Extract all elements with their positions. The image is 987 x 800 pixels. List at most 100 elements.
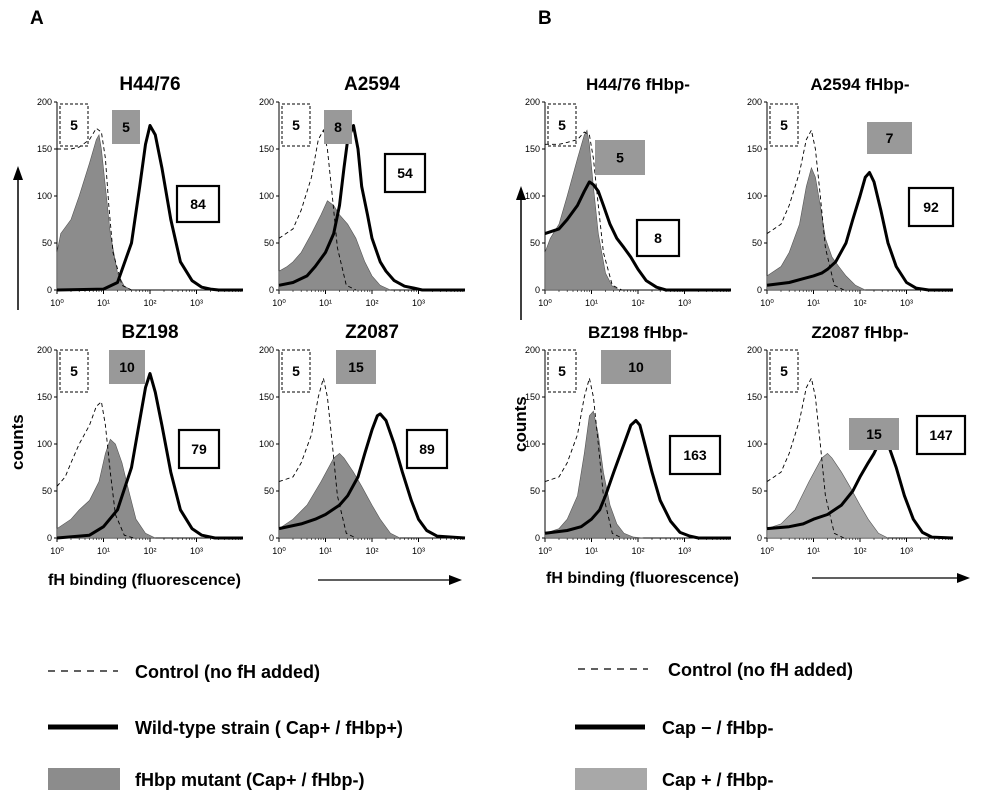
chart-h44-76-fhbp: H44/76 fHbp- 200 150 100 50 0 10⁰ 10¹ 10² 10³ 5 5 8 [525, 75, 731, 308]
mutant-histogram-area [56, 134, 132, 291]
strain-value-box: 89 [405, 428, 449, 470]
mutant-value-label: 15 [348, 359, 364, 375]
chart-title: BZ198 [121, 322, 178, 343]
mutant-histogram-area [766, 452, 889, 539]
control-value-box: 5 [547, 349, 577, 393]
x-tick-label: 10⁰ [538, 298, 552, 308]
x-axis-label-b: fH binding (fluorescence) [546, 570, 739, 587]
strain-value-box: 147 [915, 414, 967, 456]
strain-histogram-line [278, 124, 465, 292]
legend-a-mutant-label: fHbp mutant (Cap+ / fHbp-) [135, 770, 364, 790]
y-tick-label: 50 [752, 238, 762, 248]
strain-value-box: 163 [668, 434, 722, 476]
strain-histogram-line [766, 171, 953, 292]
mutant-histogram-area [56, 438, 156, 539]
strain-histogram-line [766, 433, 954, 540]
mutant-value-box: 10 [601, 350, 671, 384]
mutant-value-label: 7 [886, 130, 894, 146]
legend-a: Control (no fH added) Wild-type strain (… [48, 662, 403, 790]
strain-value-label: 54 [397, 165, 413, 181]
mutant-histogram-area [278, 200, 391, 291]
y-axis-arrow-a [13, 166, 23, 310]
strain-histogram-line [56, 124, 243, 292]
control-value-label: 5 [780, 117, 788, 133]
strain-histogram-line [544, 180, 731, 292]
x-tick-label: 10² [365, 298, 378, 308]
y-tick-label: 200 [747, 345, 762, 355]
x-tick-label: 10¹ [97, 298, 110, 308]
chart-title: BZ198 fHbp- [588, 323, 688, 342]
control-value-box: 5 [281, 103, 311, 147]
legend-b-filled-swatch [575, 768, 647, 790]
x-tick-label: 10² [853, 298, 866, 308]
mutant-value-label: 5 [122, 119, 130, 135]
y-tick-label: 150 [747, 392, 762, 402]
control-histogram-line [278, 128, 357, 291]
y-tick-label: 150 [37, 144, 52, 154]
mutant-value-box: 10 [109, 350, 145, 384]
chart-z2087: Z2087 200 150 100 50 0 10⁰ 10¹ 10² 10³ 5 15 89 [259, 322, 466, 556]
x-axis-arrow-b [812, 573, 970, 583]
legend-b: Control (no fH added) Cap − / fHbp- Cap … [575, 660, 853, 790]
y-tick-label: 0 [757, 285, 762, 295]
legend-a-wildtype-label: Wild-type strain ( Cap+ / fHbp+) [135, 718, 403, 738]
legend-a-control-label: Control (no fH added) [135, 662, 320, 682]
chart-title: Z2087 fHbp- [811, 323, 908, 342]
y-tick-label: 200 [747, 97, 762, 107]
chart-z2087-fhbp: Z2087 fHbp- 200 150 100 50 0 10⁰ 10¹ 10² 10³ 5 15 14… [747, 323, 967, 556]
x-tick-label: 10¹ [319, 298, 332, 308]
chart-title: H44/76 fHbp- [586, 75, 690, 94]
mutant-value-label: 10 [628, 359, 644, 375]
y-axis-label-b: counts [511, 396, 530, 452]
y-tick-label: 150 [37, 392, 52, 402]
legend-a-filled-swatch [48, 768, 120, 790]
y-tick-label: 0 [535, 285, 540, 295]
control-value-label: 5 [70, 117, 78, 133]
mutant-value-box: 15 [336, 350, 376, 384]
control-value-label: 5 [292, 363, 300, 379]
mutant-value-label: 8 [334, 119, 342, 135]
legend-b-cap-minus-label: Cap − / fHbp- [662, 718, 774, 738]
y-tick-label: 200 [259, 345, 274, 355]
y-tick-label: 100 [37, 439, 52, 449]
y-tick-label: 200 [37, 345, 52, 355]
y-tick-label: 100 [525, 439, 540, 449]
mutant-value-box: 15 [849, 418, 899, 450]
chart-bz198-fhbp: BZ198 fHbp- 200 150 100 50 0 10⁰ 10¹ 10² 10³ 5 10 16… [525, 323, 731, 556]
mutant-value-label: 10 [119, 359, 135, 375]
x-tick-label: 10⁰ [760, 546, 774, 556]
strain-value-box: 54 [383, 152, 427, 194]
x-tick-label: 10⁰ [760, 298, 774, 308]
chart-a2594-fhbp: A2594 fHbp- 200 150 100 50 0 10⁰ 10¹ 10² 10³ 5 7 92 [747, 75, 955, 308]
mutant-histogram-area [544, 129, 620, 291]
control-value-box: 5 [547, 103, 577, 147]
strain-value-label: 84 [190, 196, 206, 212]
chart-title: Z2087 [345, 322, 399, 343]
y-tick-label: 50 [264, 486, 274, 496]
legend-b-cap-plus-label: Cap + / fHbp- [662, 770, 774, 790]
y-tick-label: 50 [752, 486, 762, 496]
x-tick-label: 10¹ [585, 546, 598, 556]
x-tick-label: 10² [365, 546, 378, 556]
strain-value-label: 8 [654, 230, 662, 246]
x-tick-label: 10³ [190, 298, 203, 308]
y-tick-label: 100 [37, 191, 52, 201]
strain-histogram-line [544, 419, 731, 540]
strain-value-box: 92 [907, 186, 955, 228]
x-tick-label: 10² [631, 298, 644, 308]
mutant-value-box: 5 [112, 110, 140, 144]
x-tick-label: 10¹ [97, 546, 110, 556]
control-value-box: 5 [769, 103, 799, 147]
y-tick-label: 0 [535, 533, 540, 543]
control-histogram-line [545, 131, 623, 291]
strain-histogram-line [56, 372, 243, 540]
control-value-box: 5 [59, 349, 89, 393]
x-tick-label: 10⁰ [50, 298, 64, 308]
y-tick-label: 100 [259, 439, 274, 449]
y-tick-label: 200 [37, 97, 52, 107]
control-value-box: 5 [281, 349, 311, 393]
control-histogram-line [766, 128, 845, 291]
y-tick-label: 200 [525, 97, 540, 107]
control-value-box: 5 [769, 349, 799, 393]
